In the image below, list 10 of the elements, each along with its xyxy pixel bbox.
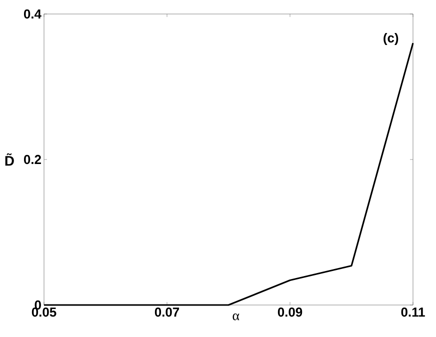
x-tick-label: 0.05 <box>32 308 56 317</box>
annotation: (c) <box>384 32 398 46</box>
y-axis-title: D̃ <box>5 153 14 166</box>
y-tick-label: 0 <box>34 300 41 310</box>
y-tick-label: 0.4 <box>24 9 42 19</box>
x-tick-label: 0.09 <box>278 308 302 317</box>
x-tick-label: 0.07 <box>154 308 180 317</box>
x-axis-title: α <box>232 314 240 320</box>
x-tick-label: 0.11 <box>401 308 425 317</box>
y-tick-label: 0.2 <box>24 154 41 164</box>
